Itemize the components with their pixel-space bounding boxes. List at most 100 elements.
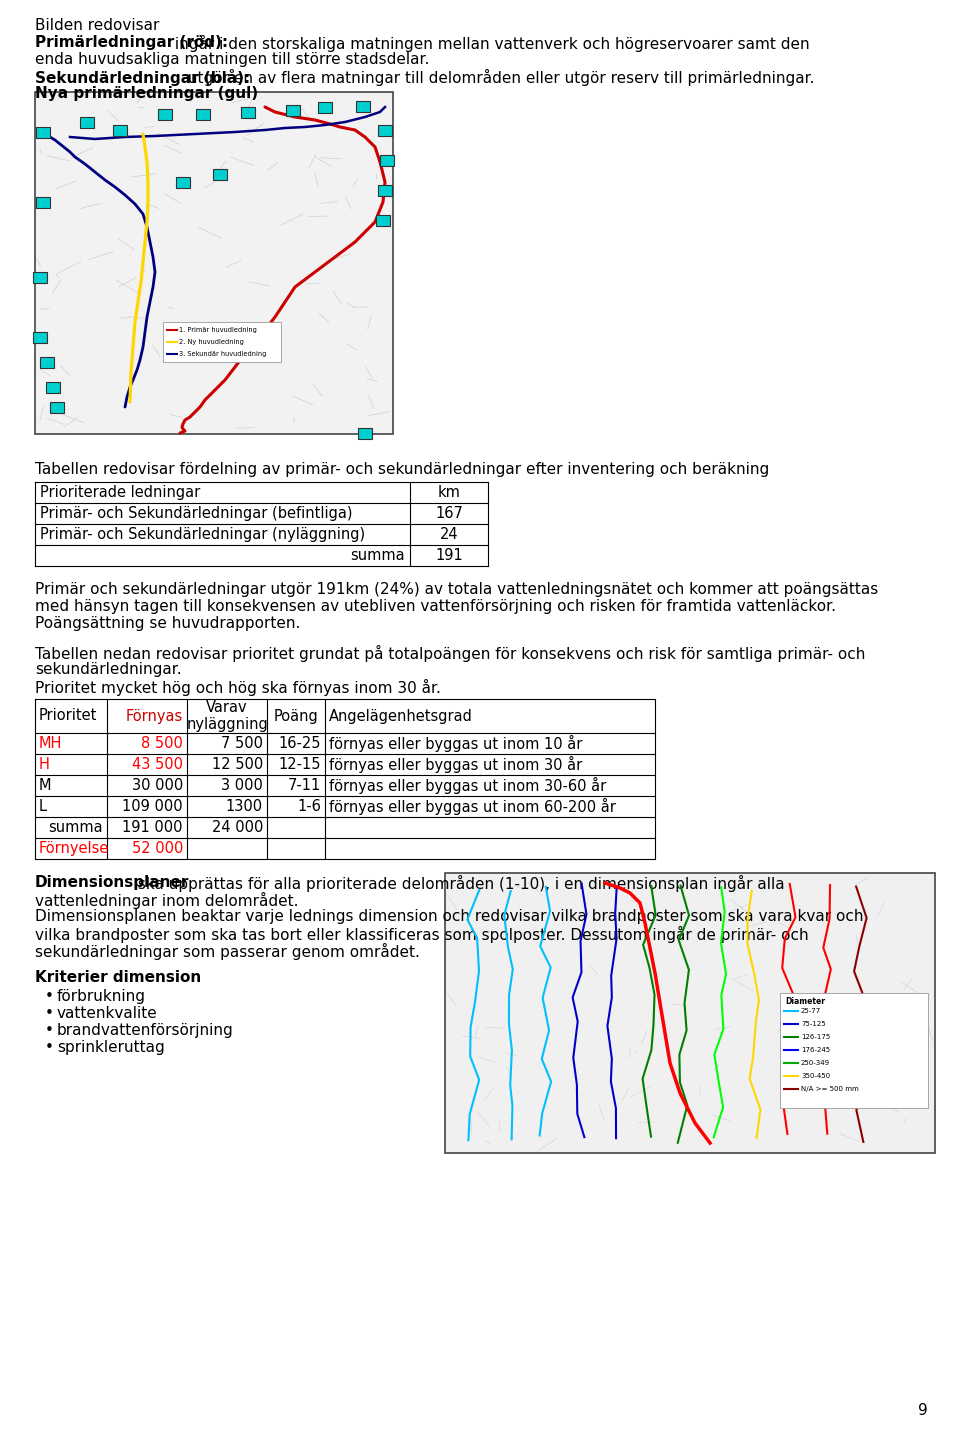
Text: N/A >= 500 mm: N/A >= 500 mm — [801, 1086, 859, 1092]
FancyBboxPatch shape — [213, 169, 227, 180]
Text: •: • — [45, 1023, 54, 1037]
Text: brandvattenförsörjning: brandvattenförsörjning — [57, 1023, 233, 1037]
Text: Dimensionsplaner: Dimensionsplaner — [35, 874, 189, 890]
Text: 1. Primär huvudledning: 1. Primär huvudledning — [179, 328, 257, 333]
Text: enda huvudsakliga matningen till större stadsdelar.: enda huvudsakliga matningen till större … — [35, 52, 429, 67]
FancyBboxPatch shape — [50, 402, 64, 414]
FancyBboxPatch shape — [358, 428, 372, 439]
Text: Förnyas: Förnyas — [126, 708, 183, 724]
Text: med hänsyn tagen till konsekvensen av utebliven vattenförsörjning och risken för: med hänsyn tagen till konsekvensen av ut… — [35, 600, 836, 614]
Text: 9: 9 — [919, 1402, 928, 1418]
Text: 16-25: 16-25 — [278, 736, 321, 751]
Text: Kriterier dimension: Kriterier dimension — [35, 970, 202, 985]
Text: förnyas eller byggas ut inom 30 år: förnyas eller byggas ut inom 30 år — [329, 756, 583, 773]
Text: 126-175: 126-175 — [801, 1035, 830, 1040]
Text: 12 500: 12 500 — [212, 757, 263, 771]
Text: summa: summa — [350, 548, 405, 562]
Text: 167: 167 — [435, 507, 463, 521]
Text: Tabellen redovisar fördelning av primär- och sekundärledningar efter inventering: Tabellen redovisar fördelning av primär-… — [35, 462, 769, 477]
Text: sekundärledningar som passerar genom området.: sekundärledningar som passerar genom omr… — [35, 943, 420, 960]
Text: Förnyelse: Förnyelse — [39, 841, 109, 856]
Text: ingår i den storskaliga matningen mellan vattenverk och högreservoarer samt den: ingår i den storskaliga matningen mellan… — [170, 34, 810, 52]
FancyBboxPatch shape — [80, 117, 94, 127]
FancyBboxPatch shape — [36, 127, 50, 137]
Text: •: • — [45, 989, 54, 1005]
Text: utgör en av flera matningar till delområden eller utgör reserv till primärlednin: utgör en av flera matningar till delområ… — [182, 69, 814, 86]
FancyBboxPatch shape — [241, 107, 255, 117]
Text: MH: MH — [39, 736, 62, 751]
FancyBboxPatch shape — [36, 197, 50, 207]
Text: 176-245: 176-245 — [801, 1047, 830, 1053]
Text: 24: 24 — [440, 527, 458, 542]
Text: vilka brandposter som ska tas bort eller klassificeras som spolposter. Dessutom : vilka brandposter som ska tas bort eller… — [35, 926, 808, 943]
Text: 1300: 1300 — [226, 798, 263, 814]
Text: km: km — [438, 485, 461, 499]
Text: Prioritet mycket hög och hög ska förnyas inom 30 år.: Prioritet mycket hög och hög ska förnyas… — [35, 678, 441, 695]
Text: 43 500: 43 500 — [132, 757, 183, 771]
Text: ska upprättas för alla prioriterade delområden (1-10), i en dimensionsplan ingår: ska upprättas för alla prioriterade delo… — [133, 874, 785, 892]
Text: vattenledningar inom delområdet.: vattenledningar inom delområdet. — [35, 892, 299, 909]
FancyBboxPatch shape — [445, 873, 935, 1153]
FancyBboxPatch shape — [46, 382, 60, 394]
Text: 250-349: 250-349 — [801, 1060, 830, 1066]
Text: Prioritet: Prioritet — [39, 708, 97, 724]
Text: förbrukning: förbrukning — [57, 989, 146, 1005]
Text: förnyas eller byggas ut inom 10 år: förnyas eller byggas ut inom 10 år — [329, 736, 583, 753]
Text: 191: 191 — [435, 548, 463, 562]
Text: 7 500: 7 500 — [221, 736, 263, 751]
FancyBboxPatch shape — [318, 102, 332, 113]
Text: summa: summa — [48, 820, 103, 836]
Text: M: M — [39, 778, 52, 793]
Text: •: • — [45, 1040, 54, 1055]
Text: Diameter: Diameter — [785, 996, 825, 1006]
FancyBboxPatch shape — [33, 332, 47, 343]
Text: sekundärledningar.: sekundärledningar. — [35, 663, 181, 677]
Text: 25-77: 25-77 — [801, 1007, 821, 1015]
Text: 1-6: 1-6 — [298, 798, 321, 814]
Text: 8 500: 8 500 — [141, 736, 183, 751]
Text: förnyas eller byggas ut inom 60-200 år: förnyas eller byggas ut inom 60-200 år — [329, 798, 616, 816]
Text: 75-125: 75-125 — [801, 1020, 826, 1027]
Text: 350-450: 350-450 — [801, 1073, 830, 1079]
FancyBboxPatch shape — [163, 322, 281, 362]
Text: sprinkleruttag: sprinkleruttag — [57, 1040, 165, 1055]
Text: 52 000: 52 000 — [132, 841, 183, 856]
FancyBboxPatch shape — [286, 104, 300, 116]
Text: Bilden redovisar: Bilden redovisar — [35, 19, 159, 33]
Text: Primär- och Sekundärledningar (nyläggning): Primär- och Sekundärledningar (nyläggnin… — [40, 527, 365, 542]
Text: Primär- och Sekundärledningar (befintliga): Primär- och Sekundärledningar (befintlig… — [40, 507, 352, 521]
Text: Primärledningar (röd):: Primärledningar (röd): — [35, 34, 228, 50]
Text: Tabellen nedan redovisar prioritet grundat på totalpoängen för konsekvens och ri: Tabellen nedan redovisar prioritet grund… — [35, 645, 865, 663]
Text: L: L — [39, 798, 47, 814]
FancyBboxPatch shape — [40, 356, 54, 368]
Text: Angelägenhetsgrad: Angelägenhetsgrad — [329, 708, 473, 724]
FancyBboxPatch shape — [356, 102, 370, 112]
FancyBboxPatch shape — [380, 155, 394, 166]
Text: Poäng: Poäng — [274, 708, 319, 724]
Text: H: H — [39, 757, 50, 771]
Text: 7-11: 7-11 — [288, 778, 321, 793]
Text: 30 000: 30 000 — [132, 778, 183, 793]
Text: Primär och sekundärledningar utgör 191km (24%) av totala vattenledningsnätet och: Primär och sekundärledningar utgör 191km… — [35, 582, 878, 597]
FancyBboxPatch shape — [780, 993, 928, 1108]
FancyBboxPatch shape — [35, 92, 393, 434]
Text: Prioriterade ledningar: Prioriterade ledningar — [40, 485, 201, 499]
Text: Dimensionsplanen beaktar varje lednings dimension och redovisar vilka brandposte: Dimensionsplanen beaktar varje lednings … — [35, 909, 863, 924]
Text: 12-15: 12-15 — [278, 757, 321, 771]
Text: 109 000: 109 000 — [122, 798, 183, 814]
Text: Sekundärledningar (blå):: Sekundärledningar (blå): — [35, 69, 251, 86]
Text: •: • — [45, 1006, 54, 1020]
FancyBboxPatch shape — [33, 272, 47, 283]
Text: 191 000: 191 000 — [123, 820, 183, 836]
Text: 3. Sekundär huvudledning: 3. Sekundär huvudledning — [179, 351, 266, 356]
FancyBboxPatch shape — [158, 109, 172, 120]
Text: 24 000: 24 000 — [211, 820, 263, 836]
Text: Nya primärledningar (gul): Nya primärledningar (gul) — [35, 86, 258, 102]
Text: Varav
nyläggning: Varav nyläggning — [186, 700, 268, 733]
Text: Poängsättning se huvudrapporten.: Poängsättning se huvudrapporten. — [35, 615, 300, 631]
FancyBboxPatch shape — [176, 177, 190, 187]
Text: vattenkvalite: vattenkvalite — [57, 1006, 157, 1020]
FancyBboxPatch shape — [113, 124, 127, 136]
FancyBboxPatch shape — [376, 215, 390, 226]
Text: förnyas eller byggas ut inom 30-60 år: förnyas eller byggas ut inom 30-60 år — [329, 777, 607, 794]
